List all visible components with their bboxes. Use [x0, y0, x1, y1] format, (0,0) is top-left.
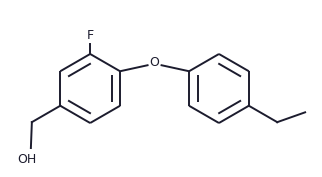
Text: OH: OH: [17, 153, 36, 166]
Text: O: O: [150, 56, 159, 69]
Text: F: F: [87, 29, 94, 42]
